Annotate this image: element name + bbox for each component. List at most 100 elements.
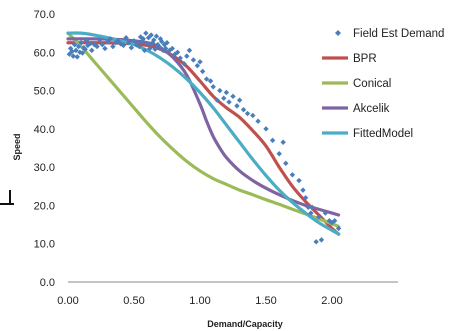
data-point-marker	[221, 95, 227, 101]
data-point-marker	[244, 110, 251, 117]
data-point-marker	[316, 214, 322, 220]
data-point-marker	[217, 87, 223, 94]
data-point-marker	[87, 40, 94, 47]
data-point-marker	[289, 172, 296, 178]
y-tick-labels: 0.0 10.0 20.0 30.0 40.0 50.0 60.0 70.0	[34, 9, 55, 289]
data-point-marker	[186, 47, 193, 54]
data-point-marker	[174, 49, 181, 55]
data-point-marker	[78, 40, 84, 46]
data-point-marker	[305, 204, 311, 211]
data-point-marker	[126, 40, 132, 46]
x-tick-label: 1.00	[189, 295, 210, 307]
series-line-conical	[66, 31, 341, 229]
data-point-marker	[141, 47, 148, 54]
data-point-marker	[120, 42, 127, 49]
data-point-marker	[73, 47, 79, 54]
data-point-marker	[152, 46, 158, 52]
data-point-marker	[159, 38, 165, 45]
data-point-marker	[255, 118, 261, 124]
data-point-marker	[263, 126, 269, 132]
data-point-marker	[112, 40, 119, 46]
legend: Field Est Demand BPR Conical Akcelik FittedM…	[322, 28, 444, 140]
data-point-marker	[140, 36, 146, 42]
data-point-marker	[300, 187, 306, 193]
data-point-marker	[302, 195, 309, 201]
data-point-marker	[70, 53, 76, 59]
data-point-marker	[162, 45, 169, 52]
y-tick-label: 60.0	[34, 47, 55, 59]
y-tick-label: 70.0	[34, 9, 55, 21]
data-point-marker	[94, 43, 100, 50]
data-point-marker	[115, 38, 121, 44]
y-tick-label: 0.0	[40, 277, 55, 289]
y-tick-label: 20.0	[34, 200, 55, 212]
series-line-fittedmodel	[66, 31, 341, 236]
data-point-marker	[110, 43, 116, 50]
data-point-marker	[207, 78, 214, 84]
x-axis-title: Demand/Capacity	[207, 319, 283, 329]
data-point-marker	[153, 33, 160, 39]
data-point-marker	[131, 38, 137, 44]
data-point-marker	[81, 44, 87, 51]
data-point-marker	[75, 43, 82, 50]
data-point-marker	[181, 61, 187, 67]
y-tick-label: 30.0	[34, 162, 55, 174]
data-point-marker	[128, 44, 135, 51]
legend-label: Akcelik	[353, 103, 390, 115]
data-point-marker	[136, 43, 142, 50]
series-line-akcelik	[66, 37, 341, 217]
legend-swatch-marker	[335, 30, 341, 36]
left-edge-underline	[0, 203, 14, 205]
x-tick-label: 0.50	[123, 295, 144, 307]
legend-item: Conical	[322, 78, 391, 90]
data-point-marker	[250, 112, 256, 119]
data-point-marker	[210, 84, 216, 90]
data-point-marker	[143, 30, 149, 36]
y-tick-label: 10.0	[34, 239, 55, 251]
legend-label: Field Est Demand	[353, 28, 444, 40]
x-tick-label: 2.00	[321, 295, 342, 307]
data-point-marker	[102, 45, 108, 52]
data-point-marker	[236, 97, 243, 103]
data-point-marker	[308, 210, 314, 216]
y-tick-label: 40.0	[34, 124, 55, 136]
data-point-marker	[214, 97, 220, 103]
data-point-marker	[177, 55, 183, 61]
data-point-marker	[240, 107, 247, 113]
data-point-marker	[276, 151, 282, 157]
data-point-marker	[194, 62, 201, 69]
data-point-marker	[156, 43, 162, 50]
data-point-marker	[280, 139, 286, 145]
y-tick-label: 50.0	[34, 86, 55, 98]
data-point-marker	[85, 42, 91, 49]
data-point-marker	[313, 239, 319, 245]
data-point-marker	[322, 210, 329, 216]
data-point-marker	[199, 68, 206, 75]
x-tick-labels: 0.00 0.50 1.00 1.50 2.00	[57, 295, 342, 307]
data-point-marker	[164, 40, 170, 46]
scatter-series-field-est-demand	[66, 30, 342, 245]
data-point-marker	[148, 32, 154, 38]
data-point-marker	[104, 38, 111, 45]
x-tick-label: 1.50	[255, 295, 276, 307]
data-point-marker	[223, 89, 230, 96]
legend-item: FittedModel	[322, 128, 413, 140]
data-point-marker	[226, 99, 232, 105]
data-point-marker	[203, 76, 210, 82]
data-point-marker	[118, 41, 124, 47]
data-point-marker	[99, 41, 106, 48]
data-point-marker	[107, 36, 113, 42]
data-point-marker	[326, 218, 333, 224]
data-point-marker	[123, 35, 129, 41]
legend-item: Akcelik	[322, 103, 390, 115]
data-point-marker	[190, 57, 197, 63]
data-point-marker	[66, 51, 73, 57]
data-point-marker	[71, 41, 78, 48]
data-point-marker	[69, 48, 75, 55]
data-point-marker	[234, 103, 240, 109]
data-point-marker	[169, 45, 175, 52]
data-point-marker	[74, 54, 80, 60]
data-point-marker	[230, 93, 236, 100]
data-point-marker	[144, 41, 150, 47]
